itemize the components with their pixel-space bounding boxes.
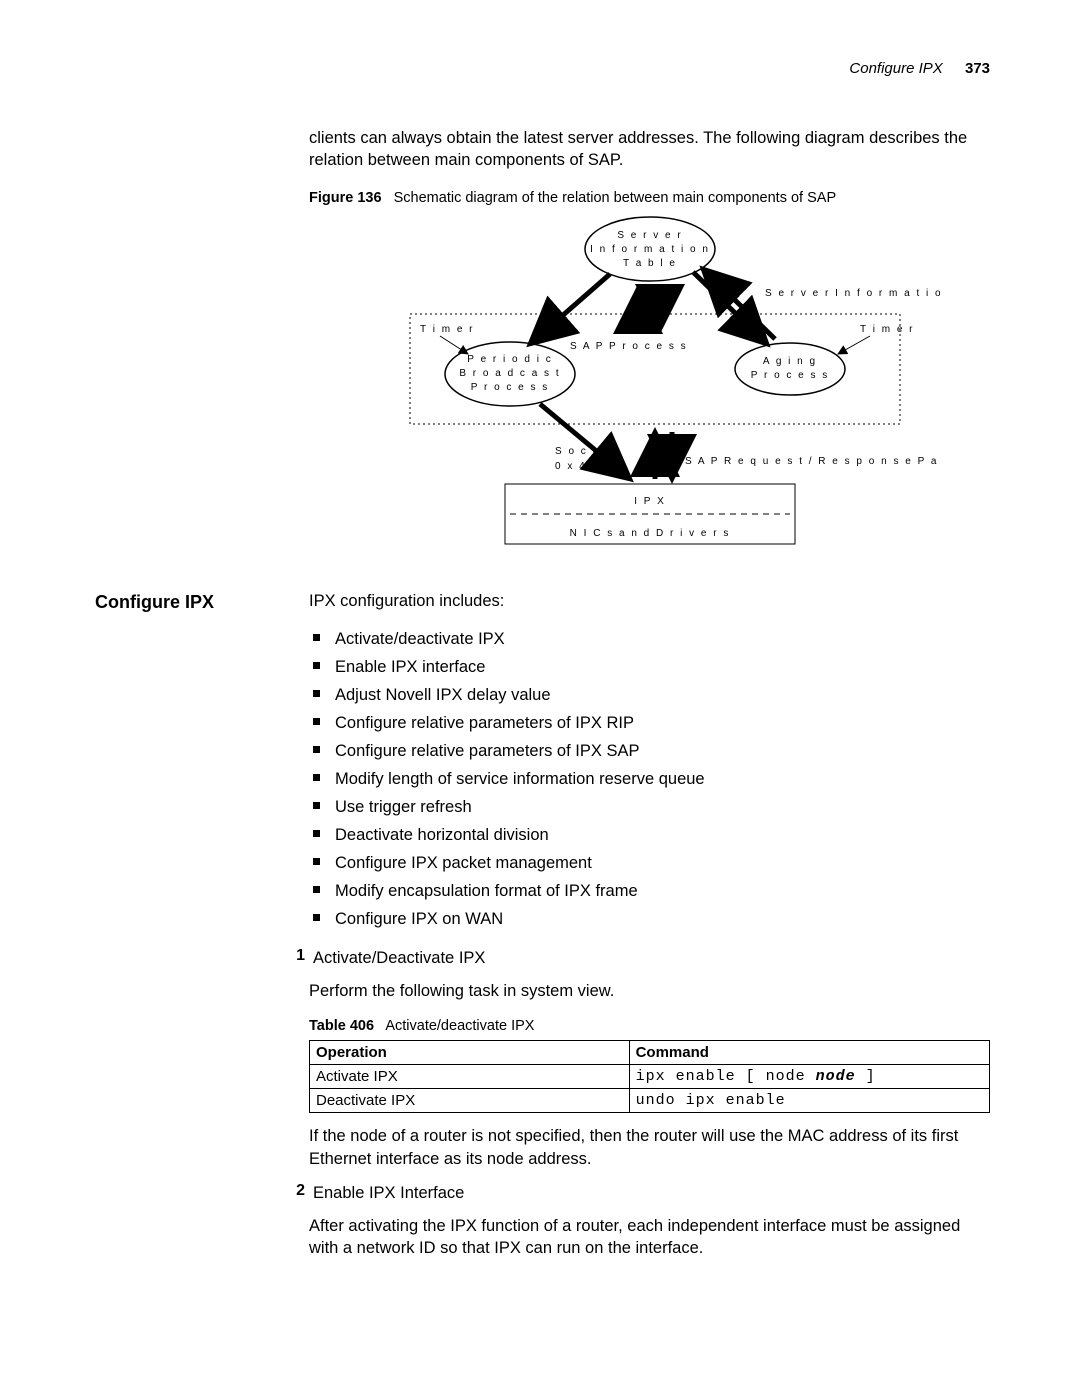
list-item: Deactivate horizontal division (309, 821, 990, 849)
list-item: Enable IPX interface (309, 653, 990, 681)
step2-line: After activating the IPX function of a r… (309, 1215, 990, 1260)
table-caption-text: Activate/deactivate IPX (385, 1018, 534, 1034)
diagram-sit-3: T a b l e (623, 258, 677, 269)
diagram-sit-2: I n f o r m a t i o n (590, 244, 710, 255)
diagram-pbp-2: B r o a d c a s t (459, 368, 560, 379)
table-cell-cmd: ipx enable [ node node ] (629, 1065, 989, 1089)
intro-paragraph: clients can always obtain the latest ser… (309, 127, 990, 172)
table-row: Activate IPX ipx enable [ node node ] (310, 1065, 990, 1089)
diagram-sap-process-label: S A P P r o c e s s (570, 341, 688, 352)
sap-diagram: S A P P r o c e s s S e r v e r I n f o … (360, 214, 940, 564)
step-title: Enable IPX Interface (313, 1182, 464, 1205)
table-cell-op: Activate IPX (310, 1065, 630, 1089)
after-table-para: If the node of a router is not specified… (309, 1125, 990, 1170)
table-label: Table 406 (309, 1018, 374, 1034)
page-header: Configure IPX 373 (95, 60, 990, 77)
list-item: Activate/deactivate IPX (309, 625, 990, 653)
config-bullet-list: Activate/deactivate IPX Enable IPX inter… (309, 625, 990, 934)
step1-line: Perform the following task in system vie… (309, 980, 990, 1002)
list-item: Use trigger refresh (309, 793, 990, 821)
diagram-pbp-1: P e r i o d i c (467, 354, 552, 365)
table-caption: Table 406 Activate/deactivate IPX (309, 1018, 990, 1034)
list-item: Adjust Novell IPX delay value (309, 681, 990, 709)
diagram-sap-req: S A P R e q u e s t / R e s p o n s e P … (685, 456, 940, 467)
diagram-sit-1: S e r v e r (617, 230, 682, 241)
step-number: 1 (291, 947, 305, 970)
diagram-pbp-3: P r o c e s s (470, 382, 549, 393)
table-header-op: Operation (310, 1041, 630, 1065)
diagram-server-info: S e r v e r I n f o r m a t i o n (765, 288, 940, 299)
table-row: Deactivate IPX undo ipx enable (310, 1089, 990, 1113)
diagram-socket-1: S o c k e t (555, 446, 621, 457)
list-item: Modify encapsulation format of IPX frame (309, 877, 990, 905)
table-cell-cmd: undo ipx enable (629, 1089, 989, 1113)
figure-caption: Figure 136 Schematic diagram of the rela… (309, 190, 990, 206)
section-heading: Configure IPX (95, 592, 309, 613)
list-item: Configure IPX packet management (309, 849, 990, 877)
diagram-timer-right: T i m e r (860, 324, 914, 335)
header-section: Configure IPX (849, 60, 942, 77)
list-item: Configure IPX on WAN (309, 905, 990, 933)
figure-caption-text: Schematic diagram of the relation betwee… (394, 190, 837, 206)
diagram-aging-2: P r o c e s s (750, 370, 829, 381)
diagram-timer-left: T i m e r (420, 324, 474, 335)
table-cell-op: Deactivate IPX (310, 1089, 630, 1113)
diagram-ipx: I P X (634, 496, 666, 507)
diagram-nics: N I C s a n d D r i v e r s (569, 528, 730, 539)
list-item: Modify length of service information res… (309, 765, 990, 793)
list-item: Configure relative parameters of IPX SAP (309, 737, 990, 765)
section-intro: IPX configuration includes: (309, 592, 990, 611)
page-number: 373 (965, 60, 990, 77)
diagram-socket-2: 0 x 4 5 2 (555, 461, 611, 472)
table-header-cmd: Command (629, 1041, 989, 1065)
diagram-aging-1: A g i n g (762, 356, 816, 367)
list-item: Configure relative parameters of IPX RIP (309, 709, 990, 737)
step-title: Activate/Deactivate IPX (313, 947, 485, 970)
figure-label: Figure 136 (309, 190, 382, 206)
command-table: Operation Command Activate IPX ipx enabl… (309, 1040, 990, 1113)
step-number: 2 (291, 1182, 305, 1205)
